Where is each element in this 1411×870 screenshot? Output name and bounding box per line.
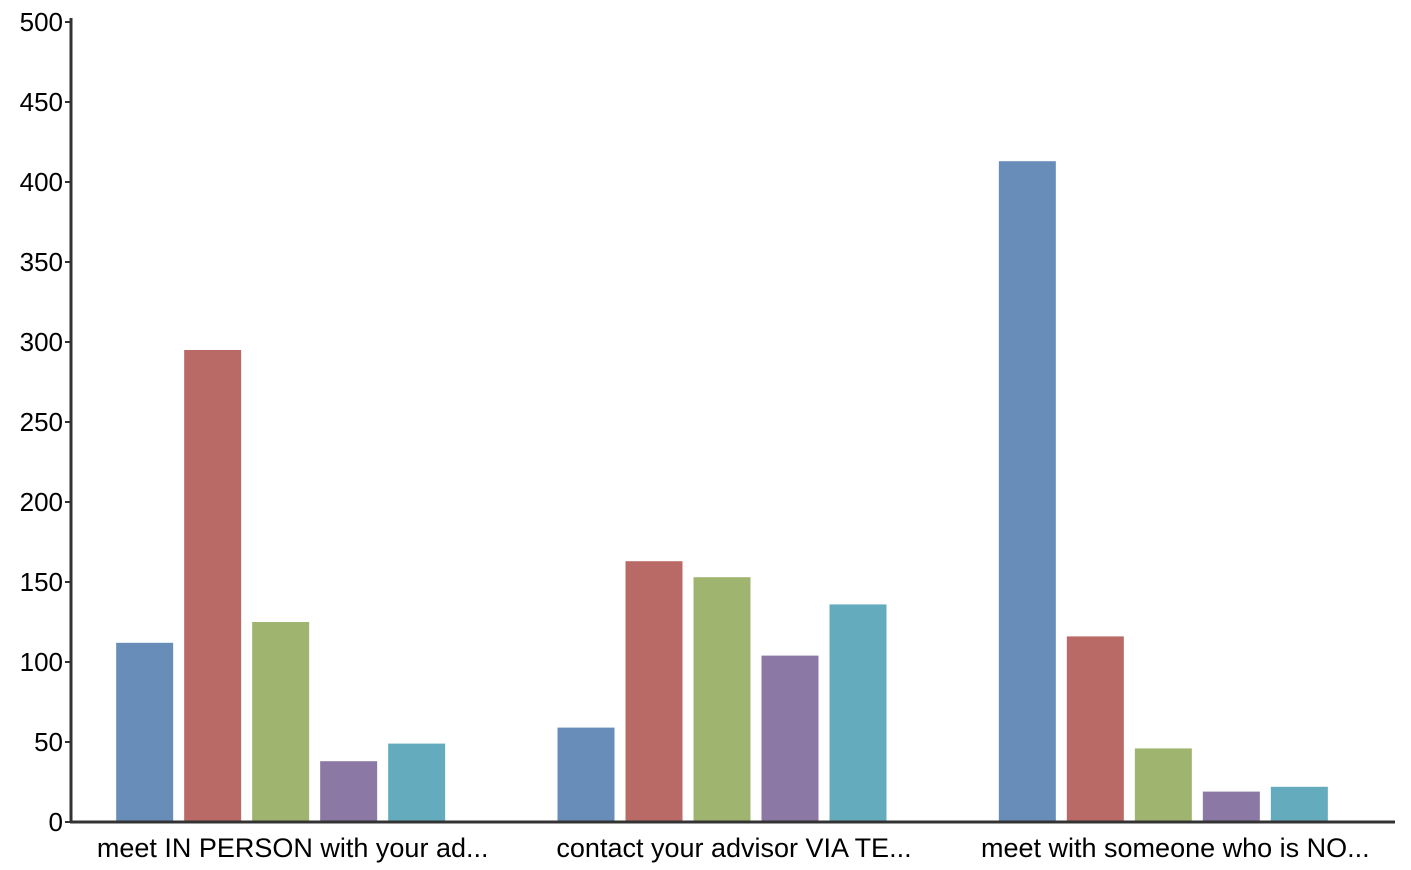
bar-0-0 [116, 642, 174, 822]
y-tick-label: 200 [20, 487, 63, 517]
bar-0-3 [320, 761, 378, 822]
y-tick-label: 50 [34, 727, 63, 757]
y-tick-label: 450 [20, 87, 63, 117]
y-tick-label: 100 [20, 647, 63, 677]
y-tick-label: 500 [20, 7, 63, 37]
bar-1-1 [625, 561, 683, 822]
y-tick-label: 400 [20, 167, 63, 197]
bar-1-2 [693, 577, 751, 822]
y-tick-label: 350 [20, 247, 63, 277]
bar-0-1 [184, 350, 242, 822]
y-tick-label: 300 [20, 327, 63, 357]
bar-0-4 [388, 743, 446, 822]
x-category-label: meet with someone who is NO... [981, 833, 1370, 863]
x-axis-labels: meet IN PERSON with your ad... contact yo… [97, 833, 1370, 863]
bar-1-3 [761, 655, 819, 822]
y-tick-label: 0 [49, 807, 63, 837]
y-tick-label: 250 [20, 407, 63, 437]
bar-0-2 [252, 622, 310, 822]
y-tick-label: 150 [20, 567, 63, 597]
bar-2-2 [1134, 748, 1192, 822]
x-category-label: meet IN PERSON with your ad... [97, 833, 489, 863]
bar-2-3 [1202, 791, 1260, 822]
bar-1-0 [557, 727, 615, 822]
bars-group [116, 161, 1328, 822]
bar-2-4 [1270, 786, 1328, 822]
x-category-label: contact your advisor VIA TE... [556, 833, 911, 863]
bar-2-1 [1066, 636, 1124, 822]
bar-2-0 [998, 161, 1056, 822]
bar-1-4 [829, 604, 887, 822]
y-axis-ticks: 0 50 100 150 200 250 300 350 400 450 500 [20, 7, 71, 837]
